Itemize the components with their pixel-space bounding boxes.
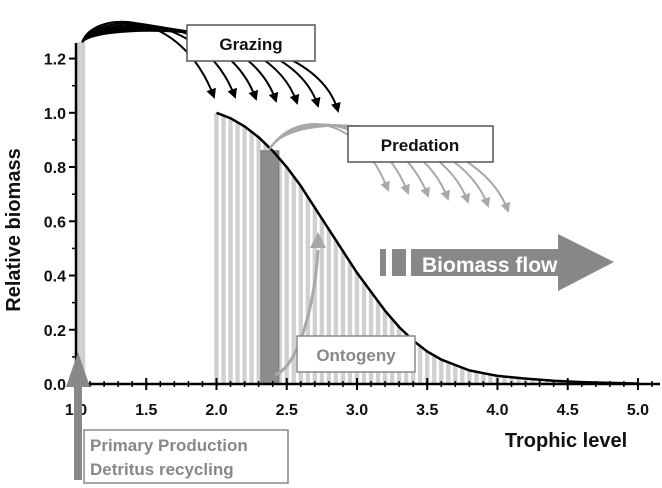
biomass-bar [439,359,444,384]
biomass-curve [216,111,639,385]
biomass-bar [425,351,430,384]
y-tick-label: 0.0 [44,377,66,394]
x-axis-title: Trophic level [505,430,627,452]
biomass-bar [221,115,226,385]
y-tick-label: 0.2 [44,323,66,340]
biomass-bar [214,112,219,385]
biomass-flow-label: Biomass flow [422,254,558,277]
biomass-bar [228,118,233,384]
highlight-bars [76,42,280,385]
biomass-bar [298,186,303,384]
primary-production-bar [76,42,86,385]
grazing-label: Grazing [219,35,282,54]
biomass-bar [347,261,353,384]
x-tick-label: 3.5 [416,402,438,419]
ontogeny-arrowhead [310,232,326,248]
biomass-bar [474,371,479,384]
biomass-bar [418,346,423,384]
biomass-bar [256,137,261,384]
primary-production-group: Primary Production Detritus recycling [66,352,289,484]
biomass-bar [509,377,514,384]
x-tick-label: 4.5 [557,402,579,419]
biomass-bar [488,374,493,384]
biomass-bar [326,229,332,384]
x-tick-label: 3.0 [346,402,368,419]
ontogeny-arrow [274,249,320,377]
flow-arrow-body [411,234,614,291]
flow-stripe-1 [380,249,386,276]
biomass-bar [354,272,360,384]
biomass-bar [333,240,339,384]
grazing-label-box: Grazing [186,24,316,62]
biomass-bar [319,218,325,384]
biomass-bars [214,112,648,385]
biomass-bar [291,176,296,384]
x-tick-label: 2.0 [205,402,227,419]
biomass-bar [516,377,521,384]
primary-production-label: Primary Production [90,436,248,455]
biomass-bar [284,167,289,384]
x-tick-label: 4.0 [486,402,508,419]
biomass-bar [242,126,247,385]
predation-label-box: Predation [347,125,494,163]
biomass-bar [305,196,310,384]
primary-arrowhead [66,352,90,387]
x-tick-label: 5.0 [627,402,649,419]
biomass-bar [481,373,486,384]
biomass-bar [460,367,465,384]
y-tick-label: 1.0 [44,106,66,123]
biomass-bar [558,381,563,384]
biomass-bar [453,365,458,384]
biomass-bar [249,131,254,384]
biomass-bar [235,122,240,385]
biomass-bar [340,251,346,384]
biomass-flow-arrow: Biomass flow [380,234,614,291]
y-tick-label: 1.2 [44,52,66,69]
biomass-curve-layer [216,111,639,385]
biomass-bar [277,158,282,384]
biomass-bar [467,370,472,384]
detritus-recycling-label: Detritus recycling [90,460,234,479]
biomass-bar [502,376,507,384]
biomass-bar [544,380,549,384]
ontogeny-group: Ontogeny [274,232,416,377]
x-tick-label: 2.5 [276,402,298,419]
biomass-bar [446,362,451,384]
predation-label: Predation [381,136,459,155]
y-tick-label: 0.6 [44,214,66,231]
biomass-bar [312,207,318,384]
biomass-bar [530,379,535,384]
ontogeny-label: Ontogeny [316,346,396,365]
x-tick-label: 1.5 [135,402,157,419]
y-tick-label: 0.4 [44,269,66,286]
biomass-bar [361,282,367,384]
ontogeny-highlight-bar [260,150,280,385]
primary-arrow-shaft [74,385,82,480]
biomass-bar [432,355,437,384]
axes: 1.0 1.5 2.0 2.5 3.0 3.5 4.0 4.5 5.0 0.0 0.2 0.4 0.6 0… [44,43,660,419]
y-axis-title: Relative biomass [3,148,25,311]
y-tick-label: 0.8 [44,160,66,177]
flow-stripe-2 [392,249,406,276]
